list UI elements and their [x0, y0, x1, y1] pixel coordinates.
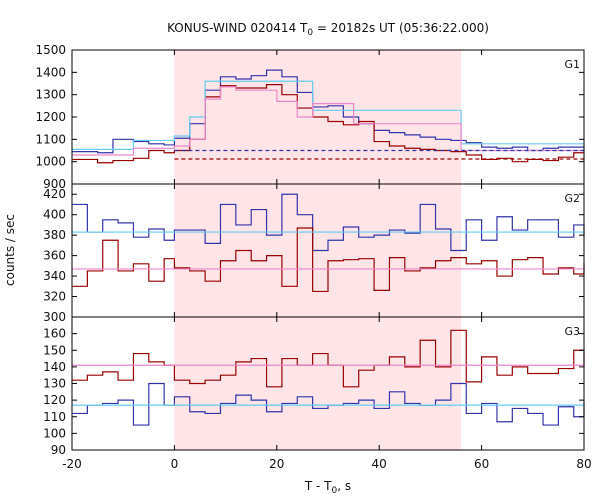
g1-panel-label: G1: [564, 58, 580, 71]
g1-series-0-blue: [72, 69, 584, 154]
g2-y-tick-label: 320: [43, 290, 66, 304]
x-tick-label: 20: [269, 457, 284, 471]
chart-title: KONUS-WIND 020414 T0 = 20182s UT (05:36:…: [167, 21, 489, 38]
g1-y-tick-label: 1000: [35, 155, 66, 169]
g3-y-tick-label: 140: [43, 360, 66, 374]
series-layer: [72, 69, 585, 426]
g1-y-tick-label: 1500: [35, 43, 66, 57]
x-axis-label: T - T0, s: [304, 479, 351, 496]
g1-y-tick-label: 900: [43, 177, 66, 191]
g1-series-1-darkred: [72, 84, 584, 164]
chart-title-subscript: 0: [307, 28, 313, 38]
x-tick-label: 80: [576, 457, 591, 471]
g3-y-tick-label: 130: [43, 377, 66, 391]
tick-layer: G1900100011001200130014001500G2300320340…: [35, 43, 591, 471]
g2-series-1-darkred: [72, 227, 585, 293]
g2-panel-label: G2: [564, 192, 580, 205]
g2-y-tick-label: 300: [43, 310, 66, 324]
g1-series-3-pink: [72, 86, 585, 162]
g2-series-0-blue: [72, 193, 585, 252]
g3-y-tick-label: 160: [43, 327, 66, 341]
g3-y-tick-label: 150: [43, 343, 66, 357]
g3-y-tick-label: 110: [43, 410, 66, 424]
x-tick-label: 60: [474, 457, 489, 471]
x-tick-label: -20: [62, 457, 82, 471]
g3-y-tick-label: 100: [43, 426, 66, 440]
g3-panel-label: G3: [564, 325, 580, 338]
g1-y-tick-label: 1400: [35, 65, 66, 79]
g2-y-tick-label: 380: [43, 228, 66, 242]
g1-y-tick-label: 1300: [35, 88, 66, 102]
x-axis-label-subscript: 0: [332, 486, 338, 496]
g3-y-tick-label: 120: [43, 393, 66, 407]
g1-y-tick-label: 1100: [35, 132, 66, 146]
g2-y-tick-label: 400: [43, 208, 66, 222]
g2-y-tick-label: 340: [43, 269, 66, 283]
g3-series-1-darkred: [72, 329, 585, 388]
g2-y-tick-label: 420: [43, 187, 66, 201]
x-tick-label: 40: [372, 457, 387, 471]
x-axis-label-rest: , s: [337, 479, 351, 493]
g1-y-tick-label: 1200: [35, 110, 66, 124]
x-tick-label: 0: [171, 457, 179, 471]
g2-y-tick-label: 360: [43, 249, 66, 263]
g3-y-tick-label: 90: [51, 443, 66, 457]
y-axis-label: counts / sec: [3, 214, 17, 286]
chart-title-rest: = 20182s UT (05:36:22.000): [313, 21, 489, 35]
